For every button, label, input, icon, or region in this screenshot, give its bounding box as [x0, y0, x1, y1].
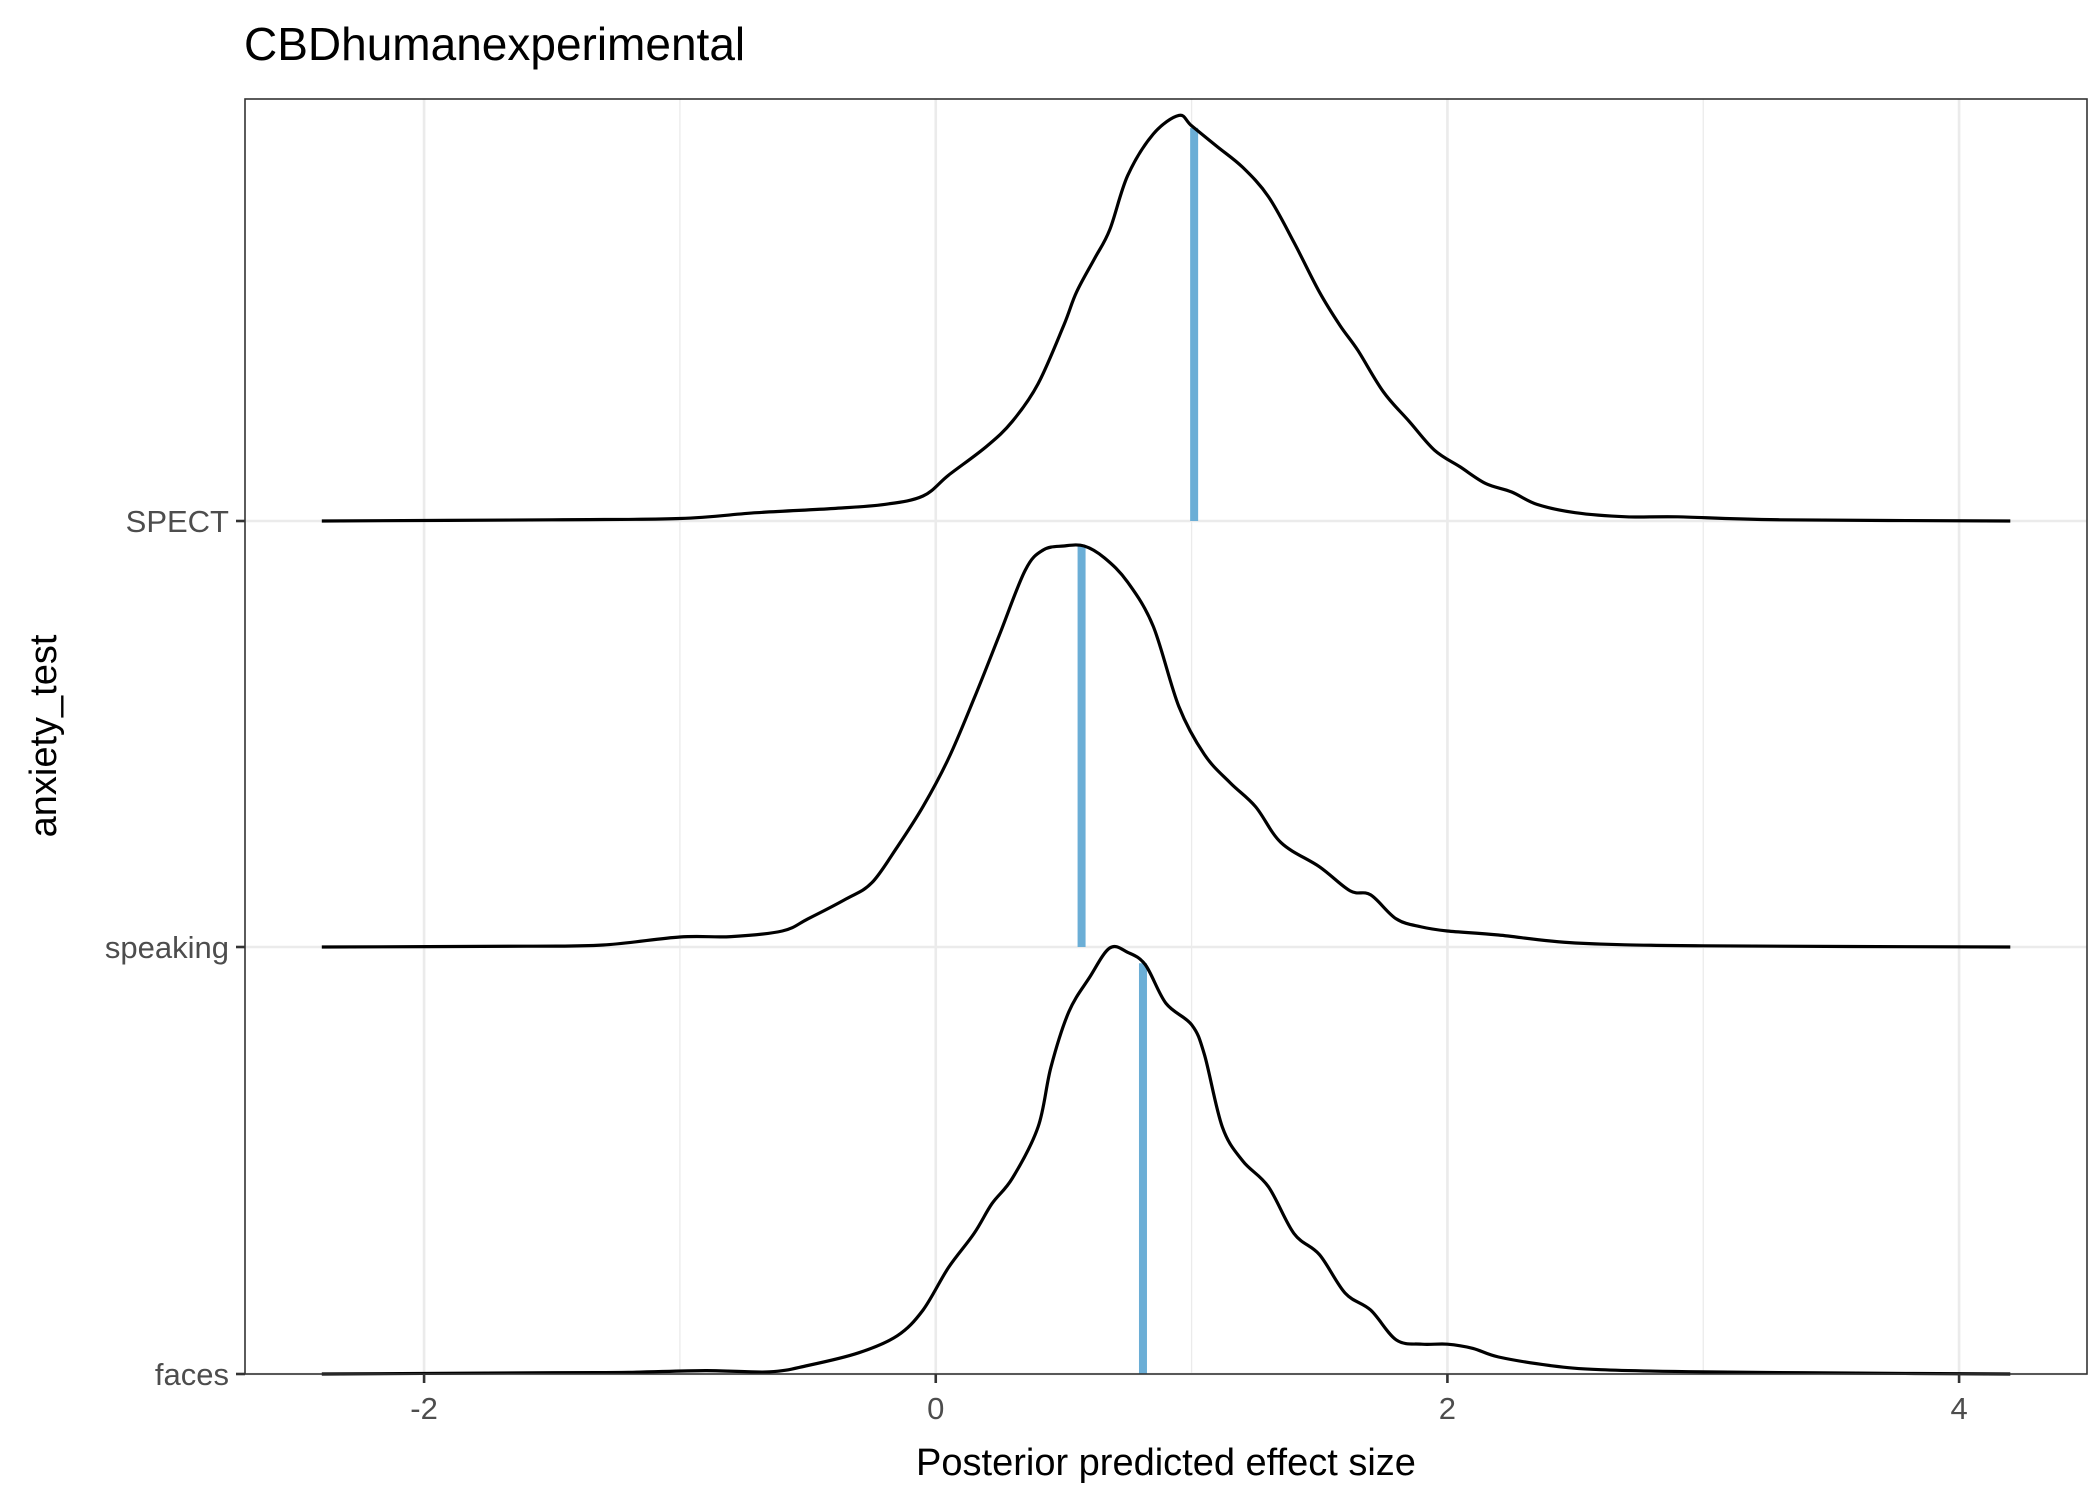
- density-curve-faces: [321, 944, 2011, 1376]
- grid-lines: [245, 99, 2087, 1376]
- y-axis-title: anxiety_test: [23, 634, 65, 837]
- x-tick-label: 0: [927, 1391, 944, 1426]
- y-tick-label: speaking: [105, 930, 229, 965]
- y-tick-label: SPECT: [126, 504, 229, 539]
- x-tick-label: -2: [410, 1391, 438, 1426]
- x-axis-title: Posterior predicted effect size: [916, 1442, 1416, 1484]
- density-curve-speaking: [321, 543, 2011, 949]
- density-ridges: [321, 113, 2011, 1376]
- x-tick-label: 4: [1950, 1391, 1967, 1426]
- y-tick-label: faces: [155, 1357, 229, 1392]
- x-tick-label: 2: [1439, 1391, 1456, 1426]
- chart-title: CBDhumanexperimental: [244, 18, 745, 70]
- axes: -2 0 2 4 faces speaking SPECT: [105, 504, 1968, 1426]
- density-curve-spect: [321, 113, 2011, 523]
- panel-border: [244, 98, 2088, 1375]
